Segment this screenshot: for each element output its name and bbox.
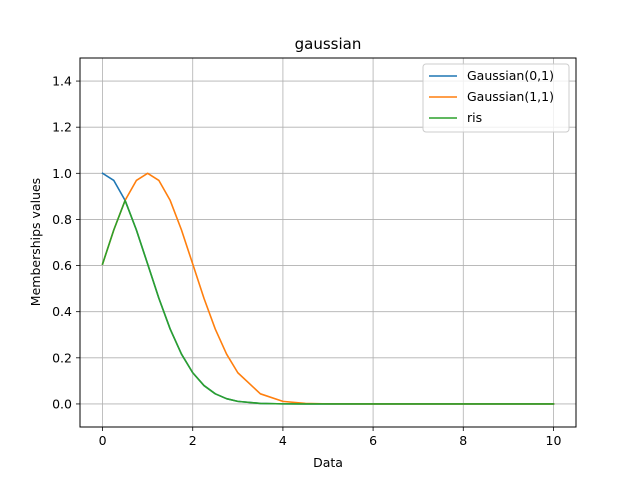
legend-label-gaussian-0-1: Gaussian(0,1) [467, 68, 554, 83]
series-line-ris [101, 199, 555, 405]
legend: Gaussian(0,1) Gaussian(1,1) ris [422, 63, 570, 133]
x-tick-label: 2 [189, 433, 197, 448]
x-tick-label: 10 [546, 433, 562, 448]
legend-box [422, 63, 570, 133]
y-tick-label: 1.0 [52, 166, 72, 181]
y-tick-label: 0.8 [52, 212, 72, 227]
x-tick-label: 8 [459, 433, 467, 448]
chart-title: gaussian [295, 35, 362, 53]
x-tick-label: 6 [369, 433, 377, 448]
y-tick-label: 0.4 [52, 304, 72, 319]
legend-label-ris: ris [467, 110, 482, 125]
y-tick-label: 1.2 [52, 120, 72, 135]
y-tick-label: 0.6 [52, 258, 72, 273]
plot-frame [79, 57, 577, 428]
x-tick-label: 0 [99, 433, 107, 448]
y-tick-label: 1.4 [52, 74, 72, 89]
y-axis-label: Memberships values [28, 178, 43, 306]
x-axis-label: Data [313, 455, 343, 470]
x-tick-label: 4 [279, 433, 287, 448]
series-lines [101, 172, 555, 405]
y-tick-label: 0.0 [52, 396, 72, 411]
y-axis-ticks: 0.0 0.2 0.4 0.6 0.8 1.0 1.2 1.4 [52, 74, 80, 411]
legend-label-gaussian-1-1: Gaussian(1,1) [467, 89, 554, 104]
y-tick-label: 0.2 [52, 350, 72, 365]
x-axis-ticks: 0 2 4 6 8 10 [99, 427, 562, 448]
